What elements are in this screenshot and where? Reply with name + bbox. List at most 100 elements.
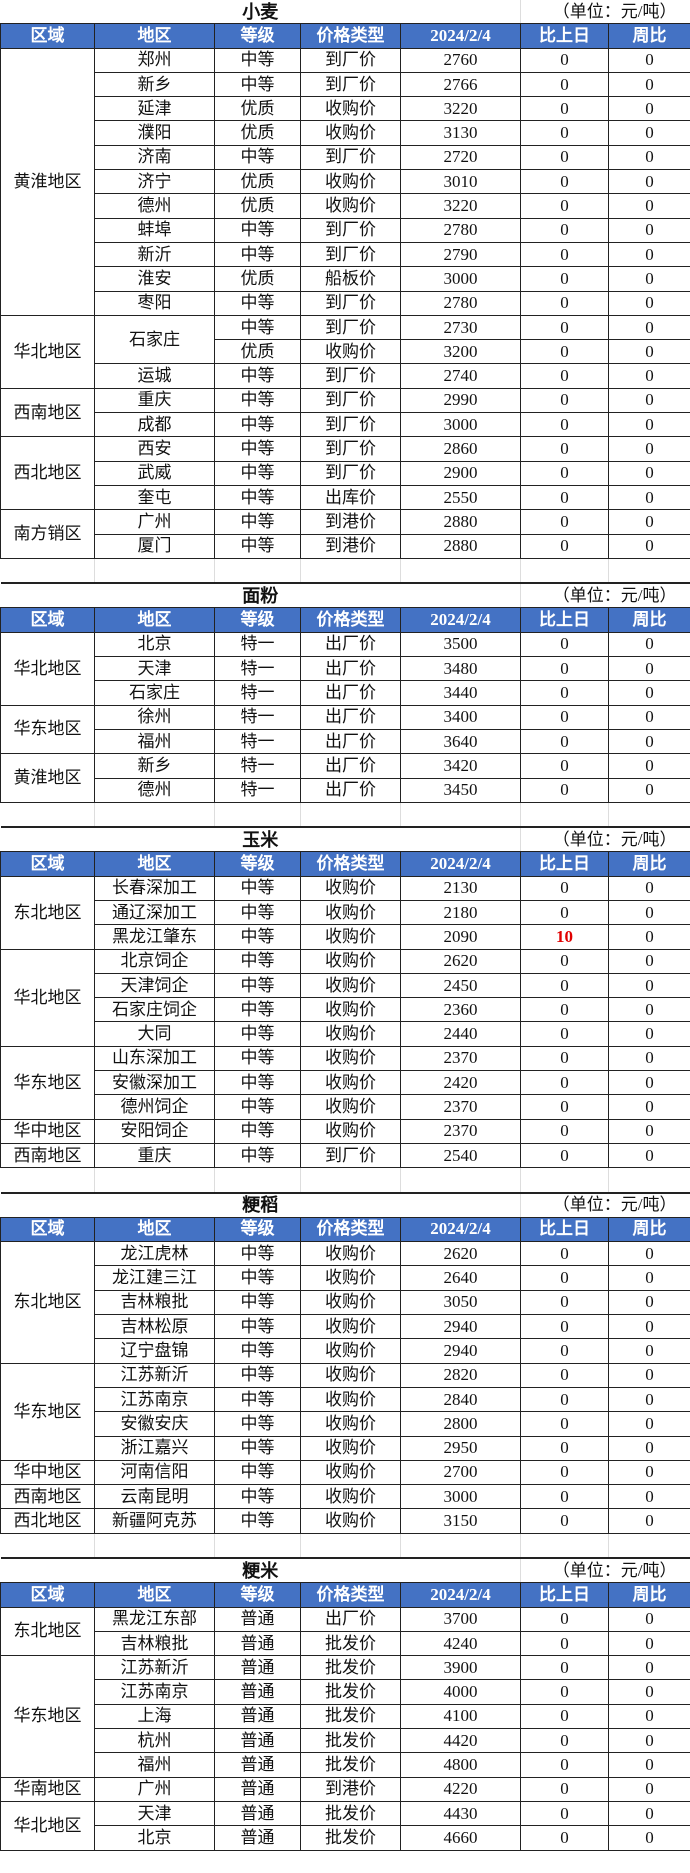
table-row: 黄淮地区 新乡 特一 出厂价 3420 0 0	[0, 753, 690, 803]
grade-cell: 特一	[214, 656, 301, 682]
empty-cell	[94, 1533, 215, 1559]
price-cell: 2940	[399, 1338, 522, 1364]
day-change-cell: 0	[520, 1118, 610, 1144]
week-change-cell: 0	[608, 436, 690, 462]
table-row: 优质 收购价 3200 0 0	[1, 339, 690, 365]
price-cell: 2900	[399, 460, 522, 486]
week-change-cell: 0	[608, 656, 690, 682]
price-type-cell: 收购价	[300, 1484, 401, 1510]
week-change-cell: 0	[608, 1314, 690, 1340]
price-type-cell: 到厂价	[300, 363, 401, 389]
area-cell: 德州	[94, 193, 215, 219]
region-cell: 华北地区	[0, 631, 95, 706]
grade-cell: 优质	[214, 339, 301, 365]
area-cell: 石家庄饲企	[94, 997, 215, 1023]
day-change-cell: 0	[520, 704, 610, 730]
week-change-cell: 0	[608, 169, 690, 195]
week-change-cell: 0	[608, 728, 690, 755]
day-change-cell: 0	[520, 1459, 610, 1486]
column-header: 比上日	[520, 851, 610, 877]
area-cell: 长春深加工	[94, 875, 215, 901]
day-change-cell: 0	[520, 1045, 610, 1072]
price-cell: 3500	[399, 631, 522, 658]
column-header: 周比	[608, 851, 690, 877]
area-cell: 蚌埠	[94, 217, 215, 243]
region-cell: 西南地区	[0, 387, 95, 438]
table-row: 华东地区 山东深加工 中等 收购价 2370 0 0	[0, 1045, 690, 1120]
grade-cell: 中等	[214, 241, 301, 268]
day-change-cell: 0	[520, 948, 610, 974]
area-cell: 濮阳	[94, 120, 215, 146]
area-cell: 北京饲企	[94, 948, 215, 974]
table-row: 吉林松原 中等 收购价 2940 0 0	[1, 1314, 690, 1340]
day-change-cell: 0	[520, 144, 610, 171]
area-cell: 安阳饲企	[94, 1118, 215, 1144]
empty-cell	[300, 1167, 401, 1194]
day-change-cell: 0	[520, 1094, 610, 1120]
grade-cell: 普通	[214, 1606, 301, 1632]
grade-cell: 中等	[214, 290, 301, 316]
spacer-row	[0, 1533, 690, 1559]
week-change-cell: 0	[608, 680, 690, 706]
area-cell: 厦门	[94, 533, 215, 559]
column-header: 2024/2/4	[399, 851, 522, 877]
table-row: 南方销区 广州 中等 到港价 2880 0 0	[0, 509, 690, 559]
price-type-cell: 收购价	[300, 169, 401, 195]
grade-cell: 中等	[214, 1386, 301, 1413]
table-row: 运城 中等 到厂价 2740 0 0	[1, 363, 690, 389]
week-change-cell: 0	[608, 96, 690, 122]
table-row: 济宁 优质 收购价 3010 0 0	[1, 169, 690, 195]
price-cell: 3000	[399, 412, 522, 438]
header-row: 区域 地区 等级 价格类型 2024/2/4 比上日 周比	[0, 1216, 690, 1243]
region-cell: 华中地区	[0, 1459, 95, 1486]
area-cell: 龙江建三江	[94, 1265, 215, 1291]
empty-cell	[399, 1167, 521, 1194]
week-change-cell: 0	[608, 1484, 690, 1510]
table-row: 新沂 中等 到厂价 2790 0 0	[1, 241, 690, 268]
header-row: 区域 地区 等级 价格类型 2024/2/4 比上日 周比	[0, 607, 690, 633]
price-type-cell: 收购价	[300, 1508, 401, 1534]
day-change-cell: 0	[520, 1142, 610, 1169]
spacer-row	[0, 558, 690, 585]
day-change-cell: 0	[520, 96, 610, 122]
week-change-cell: 0	[608, 71, 690, 98]
table-row: 安徽安庆 中等 收购价 2800 0 0	[1, 1411, 690, 1437]
empty-cell	[300, 558, 401, 585]
area-cell: 江苏南京	[94, 1386, 215, 1413]
region-cell: 西南地区	[0, 1142, 95, 1169]
table-row: 西南地区 重庆 中等 到厂价 2990 0 0	[0, 387, 690, 438]
grade-cell: 中等	[214, 314, 301, 341]
area-cell: 新疆阿克苏	[94, 1508, 215, 1534]
price-cell: 4660	[399, 1825, 522, 1851]
area-cell: 上海	[94, 1703, 215, 1730]
price-type-cell: 到厂价	[300, 436, 401, 462]
column-header: 比上日	[520, 1216, 610, 1243]
table-row: 华北地区 天津 普通 批发价 4430 0 0	[0, 1800, 690, 1851]
area-cell: 福州	[94, 728, 215, 755]
column-header: 周比	[608, 1582, 690, 1608]
week-change-cell: 0	[608, 1728, 690, 1754]
day-change-cell: 0	[520, 1435, 610, 1461]
grade-cell: 中等	[214, 1289, 301, 1316]
price-cell: 2880	[399, 509, 522, 535]
day-change-cell: 0	[520, 1241, 610, 1267]
empty-cell	[399, 1533, 521, 1559]
price-type-cell: 出厂价	[300, 1606, 401, 1632]
grade-cell: 普通	[214, 1752, 301, 1778]
area-cell: 通辽深加工	[94, 899, 215, 926]
price-type-cell: 收购价	[300, 96, 401, 122]
day-change-cell: 0	[520, 71, 610, 98]
price-cell: 3220	[399, 96, 522, 122]
price-cell: 4000	[399, 1679, 522, 1705]
price-type-cell: 收购价	[300, 875, 401, 901]
day-change-cell: 0	[520, 1070, 610, 1096]
empty-cell	[520, 558, 609, 585]
table-row: 通辽深加工 中等 收购价 2180 0 0	[1, 899, 690, 926]
table-row: 西南地区 重庆 中等 到厂价 2540 0 0	[0, 1142, 690, 1169]
region-cell: 华北地区	[0, 948, 95, 1047]
table-row: 辽宁盘锦 中等 收购价 2940 0 0	[1, 1338, 690, 1364]
price-cell: 2740	[399, 363, 522, 389]
column-header: 地区	[94, 607, 215, 633]
grade-cell: 中等	[214, 460, 301, 486]
day-change-cell: 0	[520, 1265, 610, 1291]
